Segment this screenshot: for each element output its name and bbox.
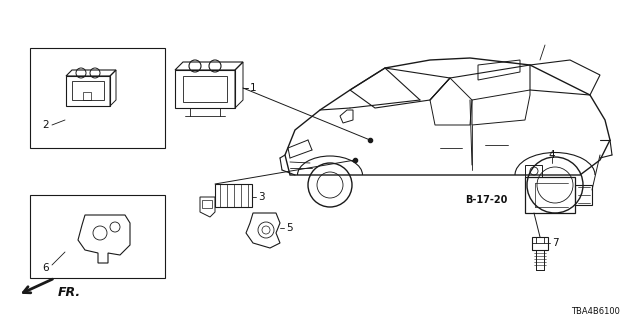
Text: 5: 5 xyxy=(286,223,292,233)
Text: TBA4B6100: TBA4B6100 xyxy=(571,308,620,316)
Bar xyxy=(83,92,91,100)
Text: FR.: FR. xyxy=(58,285,81,299)
Text: B-17-20: B-17-20 xyxy=(465,195,508,205)
Text: 4: 4 xyxy=(548,150,555,160)
Text: 1: 1 xyxy=(250,83,257,93)
Text: 2: 2 xyxy=(42,120,49,130)
Text: 6: 6 xyxy=(42,263,49,273)
Text: 3: 3 xyxy=(258,192,264,202)
Bar xyxy=(202,200,212,208)
Text: 7: 7 xyxy=(552,238,559,248)
